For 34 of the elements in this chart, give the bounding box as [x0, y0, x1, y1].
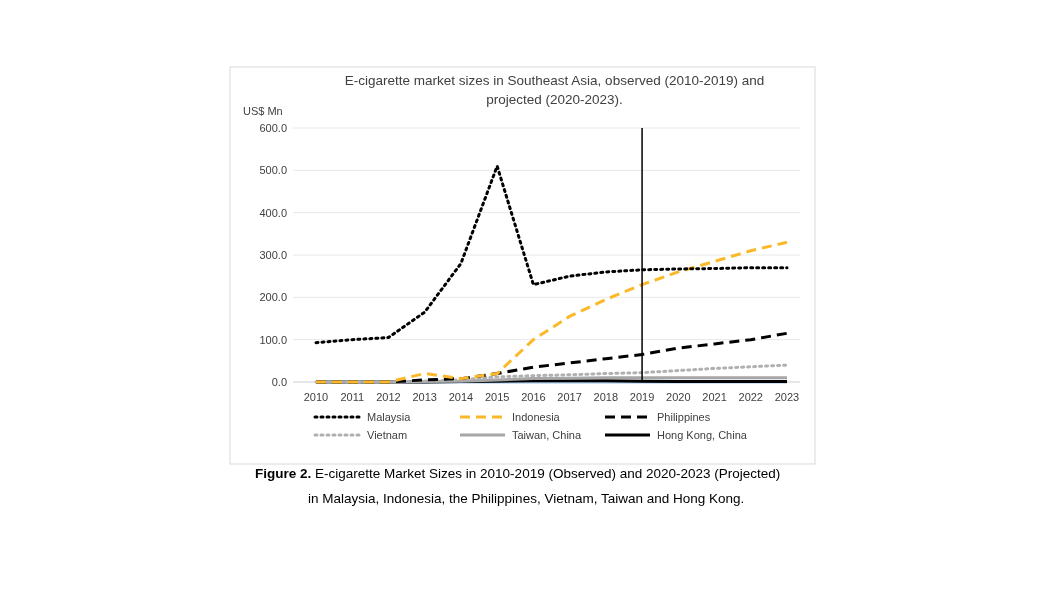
- text: E-cigarette Market Sizes in 2010-2019 (Observed) and 2020-2023 (Projected): [311, 466, 781, 481]
- x-tick-label: 2020: [666, 391, 691, 403]
- x-tick-label: 2017: [557, 391, 582, 403]
- y-tick-label: 200.0: [259, 291, 287, 304]
- line-series: [314, 240, 789, 384]
- y-axis-title: US$ Mn: [243, 105, 283, 117]
- x-tick-label: 2023: [774, 391, 800, 403]
- y-tick-label: 400.0: [259, 206, 287, 219]
- legend-label: Malaysia: [367, 411, 412, 423]
- x-tick-label: 2012: [376, 391, 401, 403]
- x-tick-label: 2016: [521, 391, 546, 403]
- x-tick-label: 2019: [629, 391, 655, 403]
- text: in Malaysia, Indonesia, the Philippines, Vietnam, Taiwan and Hong Kong.: [308, 491, 745, 506]
- y-tick-label: 0.0: [271, 376, 287, 388]
- line-series: [314, 363, 789, 384]
- caption: Figure 2.: [255, 466, 312, 481]
- y-tick-label: 500.0: [259, 164, 287, 177]
- x-tick-label: 2021: [702, 391, 727, 403]
- legend-label: Taiwan, China: [512, 429, 582, 441]
- x-tick-label: 2015: [484, 391, 510, 403]
- legend-label: Indonesia: [512, 411, 561, 423]
- legend-label: Hong Kong, China: [657, 429, 748, 441]
- x-tick-label: 2018: [593, 391, 619, 403]
- x-tick-label: 2013: [412, 391, 437, 403]
- x-tick-label: 2022: [738, 391, 764, 403]
- y-tick-label: 600.0: [259, 122, 287, 134]
- x-tick-label: 2010: [303, 391, 329, 403]
- y-tick-label: 300.0: [259, 249, 287, 261]
- chart-title: E-cigarette market sizes in Southeast Asia, observed (2010-2019) and projected (2020-2023).: [344, 73, 765, 107]
- x-tick-label: 2011: [340, 391, 365, 403]
- x-tick-label: 2014: [448, 391, 474, 403]
- y-tick-label: 100.0: [259, 333, 287, 346]
- legend-label: Philippines: [657, 411, 711, 423]
- legend-label: Vietnam: [367, 429, 408, 441]
